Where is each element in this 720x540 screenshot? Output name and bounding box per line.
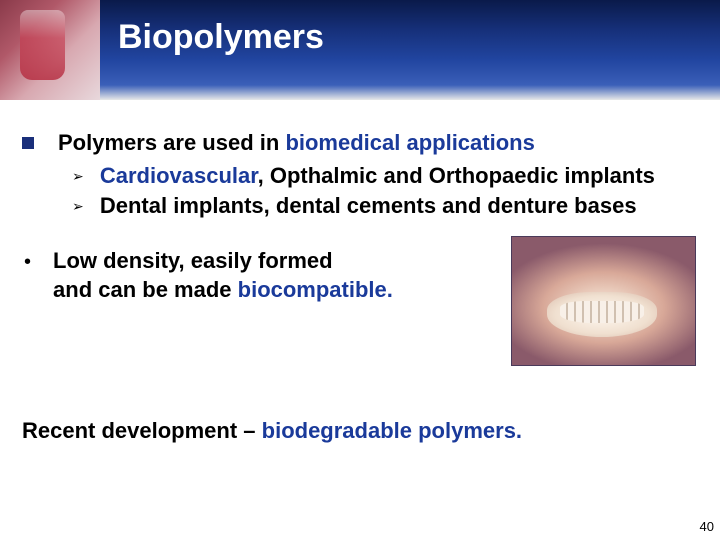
sub-bullet-list: ➢ Cardiovascular, Opthalmic and Orthopae… bbox=[72, 162, 698, 219]
sub-bullet-2: ➢ Dental implants, dental cements and de… bbox=[72, 192, 698, 220]
bullet-main: Polymers are used in biomedical applicat… bbox=[22, 130, 698, 156]
denture-image bbox=[511, 236, 696, 366]
arrow-bullet-icon: ➢ bbox=[72, 198, 84, 215]
slide-title: Biopolymers bbox=[118, 18, 324, 57]
bullet2-line1: Low density, easily formed bbox=[53, 248, 333, 273]
square-bullet-icon bbox=[22, 137, 34, 149]
bullet-main-text: Polymers are used in biomedical applicat… bbox=[58, 130, 535, 156]
dot-bullet-icon: • bbox=[24, 251, 31, 274]
bullet2-line2-prefix: and can be made bbox=[53, 277, 238, 302]
page-number: 40 bbox=[700, 519, 714, 534]
sub2-text: Dental implants, dental cements and dent… bbox=[100, 193, 637, 218]
bullet1-highlight: biomedical applications bbox=[285, 130, 534, 155]
sub1-rest: , Opthalmic and Orthopaedic implants bbox=[258, 163, 655, 188]
sub-bullet-2-text: Dental implants, dental cements and dent… bbox=[94, 192, 637, 220]
recent-highlight: biodegradable polymers. bbox=[262, 418, 522, 443]
sub-bullet-1-text: Cardiovascular, Opthalmic and Orthopaedi… bbox=[94, 162, 655, 190]
arrow-bullet-icon: ➢ bbox=[72, 168, 84, 185]
bullet-secondary-text: Low density, easily formed and can be ma… bbox=[53, 247, 393, 304]
bullet1-prefix: Polymers are used in bbox=[58, 130, 285, 155]
slide-header: Biopolymers bbox=[0, 0, 720, 100]
recent-prefix: Recent development – bbox=[22, 418, 262, 443]
sub-bullet-1: ➢ Cardiovascular, Opthalmic and Orthopae… bbox=[72, 162, 698, 190]
bullet2-line2-highlight: biocompatible. bbox=[238, 277, 393, 302]
flask-image bbox=[0, 0, 100, 100]
sub1-highlight: Cardiovascular bbox=[100, 163, 258, 188]
recent-development-text: Recent development – biodegradable polym… bbox=[22, 418, 522, 444]
